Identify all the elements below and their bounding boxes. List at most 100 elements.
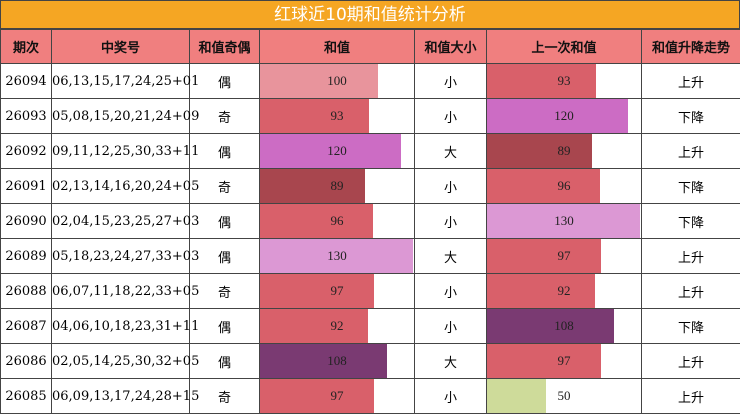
prev-sum-bar (487, 64, 596, 98)
parity-cell: 偶 (189, 63, 260, 99)
sum-bar (260, 134, 401, 168)
prev-sum-value: 108 (554, 318, 574, 333)
header-row: 期次 中奖号 和值奇偶 和值 和值大小 上一次和值 和值升降走势 (0, 29, 740, 64)
table-row: 26085 06,09,13,17,24,28+15 奇 97 小 50 上升 (0, 378, 740, 414)
size-cell: 大 (414, 238, 487, 274)
header-parity: 和值奇偶 (189, 29, 260, 64)
numbers-cell: 05,18,23,24,27,33+03 (51, 238, 199, 274)
table-row: 26087 04,06,10,18,23,31+11 偶 92 小 108 下降 (0, 308, 740, 344)
period-cell: 26086 (0, 343, 52, 379)
header-prev-sum: 上一次和值 (486, 29, 642, 64)
numbers-cell: 06,13,15,17,24,25+01 (51, 63, 199, 99)
header-period: 期次 (0, 29, 52, 64)
size-cell: 小 (414, 98, 487, 134)
size-cell: 大 (414, 343, 487, 379)
sum-bar (260, 239, 413, 273)
parity-cell: 偶 (189, 343, 260, 379)
prev-sum-bar (487, 379, 546, 413)
parity-cell: 偶 (189, 238, 260, 274)
prev-sum-value: 130 (554, 213, 574, 228)
sum-bar (260, 379, 374, 413)
size-cell: 大 (414, 133, 487, 169)
table-row: 26092 09,11,12,25,30,33+11 偶 120 大 89 上升 (0, 133, 740, 169)
sum-bar (260, 169, 365, 203)
parity-cell: 奇 (189, 273, 260, 309)
prev-sum-cell: 92 (486, 273, 642, 309)
trend-cell: 上升 (641, 133, 740, 169)
sum-cell: 93 (259, 98, 415, 134)
header-sum: 和值 (259, 29, 415, 64)
parity-cell: 奇 (189, 98, 260, 134)
header-numbers: 中奖号 (51, 29, 190, 64)
prev-sum-value: 50 (557, 388, 571, 403)
period-cell: 26093 (0, 98, 52, 134)
trend-cell: 上升 (641, 63, 740, 99)
trend-cell: 下降 (641, 168, 740, 204)
table-row: 26093 05,08,15,20,21,24+09 奇 93 小 120 下降 (0, 98, 740, 134)
trend-cell: 上升 (641, 238, 740, 274)
table-row: 26090 02,04,15,23,25,27+03 偶 96 小 130 下降 (0, 203, 740, 239)
table-row: 26094 06,13,15,17,24,25+01 偶 100 小 93 上升 (0, 63, 740, 99)
size-cell: 小 (414, 63, 487, 99)
sum-bar (260, 99, 369, 133)
period-cell: 26085 (0, 378, 52, 414)
size-cell: 小 (414, 308, 487, 344)
prev-sum-cell: 120 (486, 98, 642, 134)
sum-bar (260, 274, 374, 308)
prev-sum-cell: 108 (486, 308, 642, 344)
prev-sum-value: 89 (557, 143, 571, 158)
sum-value: 120 (327, 143, 347, 158)
table-row: 26089 05,18,23,24,27,33+03 偶 130 大 97 上升 (0, 238, 740, 274)
prev-sum-bar (487, 309, 614, 343)
size-cell: 小 (414, 378, 487, 414)
size-cell: 小 (414, 203, 487, 239)
sum-cell: 96 (259, 203, 415, 239)
numbers-cell: 02,05,14,25,30,32+05 (51, 343, 199, 379)
prev-sum-bar (487, 344, 601, 378)
trend-cell: 下降 (641, 308, 740, 344)
trend-cell: 上升 (641, 343, 740, 379)
prev-sum-cell: 50 (486, 378, 642, 414)
prev-sum-value: 96 (557, 178, 571, 193)
parity-cell: 偶 (189, 133, 260, 169)
prev-sum-cell: 130 (486, 203, 642, 239)
trend-cell: 下降 (641, 98, 740, 134)
numbers-cell: 09,11,12,25,30,33+11 (51, 133, 199, 169)
sum-bar (260, 204, 373, 238)
sum-cell: 97 (259, 378, 415, 414)
prev-sum-value: 97 (557, 353, 571, 368)
period-cell: 26090 (0, 203, 52, 239)
sum-cell: 100 (259, 63, 415, 99)
prev-sum-cell: 97 (486, 343, 642, 379)
period-cell: 26088 (0, 273, 52, 309)
header-size: 和值大小 (414, 29, 487, 64)
sum-value: 92 (330, 318, 344, 333)
numbers-cell: 02,04,15,23,25,27+03 (51, 203, 199, 239)
numbers-cell: 06,07,11,18,22,33+05 (51, 273, 199, 309)
sum-value: 130 (327, 248, 347, 263)
period-cell: 26091 (0, 168, 52, 204)
sum-cell: 108 (259, 343, 415, 379)
numbers-cell: 02,13,14,16,20,24+05 (51, 168, 199, 204)
sum-cell: 130 (259, 238, 415, 274)
table-row: 26086 02,05,14,25,30,32+05 偶 108 大 97 上升 (0, 343, 740, 379)
size-cell: 小 (414, 273, 487, 309)
parity-cell: 偶 (189, 308, 260, 344)
sum-bar (260, 344, 387, 378)
prev-sum-bar (487, 99, 628, 133)
prev-sum-bar (487, 204, 640, 238)
sum-cell: 89 (259, 168, 415, 204)
parity-cell: 奇 (189, 168, 260, 204)
trend-cell: 下降 (641, 203, 740, 239)
sum-cell: 92 (259, 308, 415, 344)
numbers-cell: 04,06,10,18,23,31+11 (51, 308, 199, 344)
prev-sum-cell: 93 (486, 63, 642, 99)
sum-value: 108 (327, 353, 347, 368)
period-cell: 26092 (0, 133, 52, 169)
sum-bar (260, 309, 368, 343)
prev-sum-value: 92 (557, 283, 571, 298)
numbers-cell: 05,08,15,20,21,24+09 (51, 98, 199, 134)
prev-sum-value: 97 (557, 248, 571, 263)
prev-sum-value: 93 (557, 73, 571, 88)
table-row: 26091 02,13,14,16,20,24+05 奇 89 小 96 下降 (0, 168, 740, 204)
